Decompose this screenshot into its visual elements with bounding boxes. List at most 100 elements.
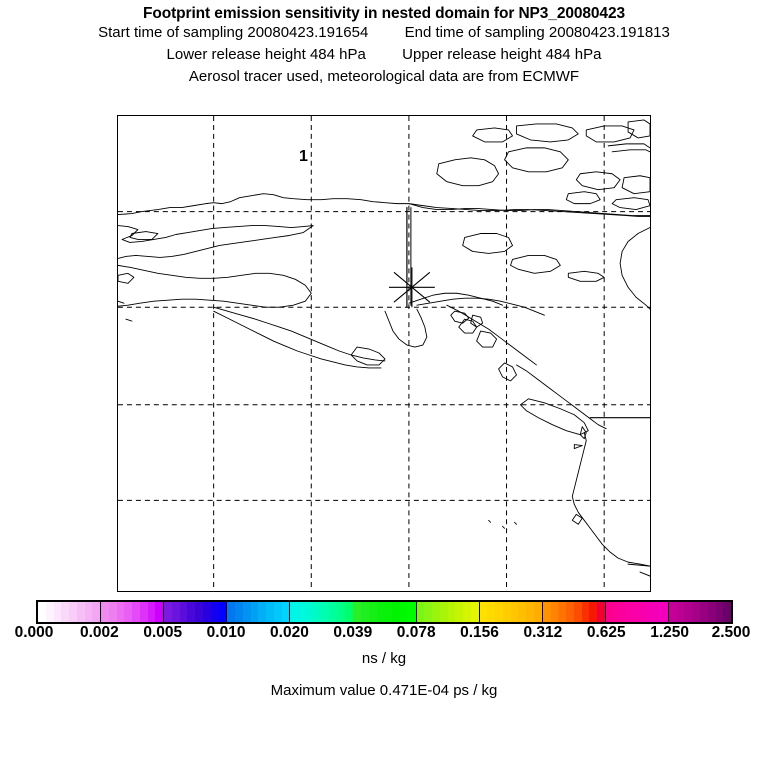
colorbar-step	[439, 602, 448, 622]
colorbar-segment	[542, 602, 606, 622]
colorbar-step	[210, 602, 219, 622]
map-canvas	[118, 116, 650, 591]
colorbar-step	[281, 602, 290, 622]
colorbar-step	[235, 602, 243, 622]
lake-great-bear	[462, 233, 513, 254]
island-prince-patrick	[472, 127, 513, 143]
island-ellef-ringnes	[585, 125, 635, 143]
coastline-hudson-bay	[619, 227, 650, 310]
coastline-kodiak-island	[350, 346, 386, 366]
coastline-canada-arctic-mainland	[408, 203, 650, 217]
colorbar-tick-label: 0.020	[270, 624, 309, 641]
colorbar-step	[361, 602, 369, 622]
island-melville	[516, 123, 579, 143]
colorbar-step	[101, 602, 109, 622]
colorbar-step	[298, 602, 306, 622]
colorbar-step	[344, 602, 353, 622]
lake-athabasca	[567, 270, 605, 282]
island-somerset	[575, 171, 621, 191]
colorbar-step	[139, 602, 148, 622]
colorbar-step	[432, 602, 440, 622]
colorbar-segment	[605, 602, 669, 622]
colorbar-step	[470, 602, 479, 622]
colorbar-step	[266, 602, 274, 622]
colorbar-step	[313, 602, 322, 622]
colorbar-step	[597, 602, 605, 622]
colorbar-segment	[101, 602, 165, 622]
colorbar-step	[416, 602, 425, 622]
colorbar-step	[250, 602, 259, 622]
page-title: Footprint emission sensitivity in nested…	[143, 5, 625, 22]
colorbar-step	[84, 602, 93, 622]
island-axel-heiberg	[627, 119, 650, 139]
colorbar-step	[684, 602, 693, 622]
colorbar[interactable]	[36, 600, 733, 624]
island-boothia	[621, 175, 650, 195]
colorbar-step	[155, 602, 164, 622]
island-victoria	[504, 147, 569, 173]
colorbar-step	[353, 602, 362, 622]
island-small-dot-c	[514, 521, 517, 525]
colorbar-step	[147, 602, 156, 622]
colorbar-step	[108, 602, 117, 622]
release-heights-row: Lower release height 484 hPa Upper relea…	[0, 44, 768, 66]
colorbar-step	[605, 602, 614, 622]
colorbar-gradient-strip[interactable]	[36, 600, 733, 624]
colorbar-tick-label: 0.005	[143, 624, 183, 641]
colorbar-step	[715, 602, 724, 622]
colorbar-tick-label: 0.156	[460, 624, 499, 641]
colorbar-step	[487, 602, 496, 622]
colorbar-step	[329, 602, 337, 622]
colorbar-step	[336, 602, 345, 622]
colorbar-step	[258, 602, 267, 622]
colorbar-step	[652, 602, 661, 622]
colorbar-step	[479, 602, 488, 622]
island-st-lawrence	[129, 231, 159, 240]
end-time-label: End time of sampling 20080423.191813	[404, 24, 670, 41]
island-queen-elizabeth-strip2	[611, 149, 650, 153]
colorbar-tick-label: 1.250	[650, 624, 690, 641]
colorbar-tick-label: 0.312	[523, 624, 563, 641]
colorbar-step	[92, 602, 101, 622]
colorbar-tick-label: 0.625	[586, 624, 626, 641]
coastline-columbia-river	[573, 444, 583, 450]
coastline-bc-mainland	[516, 364, 607, 430]
release-point-marker	[388, 267, 435, 308]
colorbar-segment	[164, 602, 228, 622]
colorbar-step	[61, 602, 70, 622]
coastline-alaska-peninsula	[213, 306, 386, 362]
start-time-label: Start time of sampling 20080423.191654	[98, 24, 369, 41]
map-panel[interactable]: 1	[117, 115, 651, 592]
colorbar-step	[566, 602, 574, 622]
colorbar-step	[171, 602, 180, 622]
colorbar-step	[542, 602, 551, 622]
colorbar-step	[581, 602, 590, 622]
coastline-alaska-southwest	[118, 264, 312, 308]
colorbar-step	[376, 602, 385, 622]
colorbar-step	[227, 602, 236, 622]
colorbar-step	[495, 602, 503, 622]
island-queen-elizabeth-strip	[607, 143, 650, 149]
colorbar-step	[518, 602, 527, 622]
coastline-alaska-north	[118, 193, 650, 218]
colorbar-step	[53, 602, 62, 622]
colorbar-step	[558, 602, 567, 622]
island-baranof	[458, 318, 478, 334]
colorbar-step	[132, 602, 140, 622]
island-chichagof	[450, 310, 470, 324]
island-banks	[436, 157, 500, 187]
colorbar-units-label: ns / kg	[361, 650, 407, 667]
colorbar-step	[273, 602, 282, 622]
island-king-william	[565, 191, 601, 205]
colorbar-step	[589, 602, 598, 622]
upper-release-height-label: Upper release height 484 hPa	[402, 46, 602, 63]
colorbar-segment	[479, 602, 543, 622]
lake-great-slave	[510, 254, 561, 274]
colorbar-step	[424, 602, 433, 622]
colorbar-segment	[227, 602, 291, 622]
coastline-cook-inlet	[384, 308, 428, 348]
colorbar-step	[392, 602, 401, 622]
colorbar-tick-label: 0.078	[396, 624, 436, 641]
colorbar-step	[644, 602, 653, 622]
colorbar-step	[621, 602, 630, 622]
